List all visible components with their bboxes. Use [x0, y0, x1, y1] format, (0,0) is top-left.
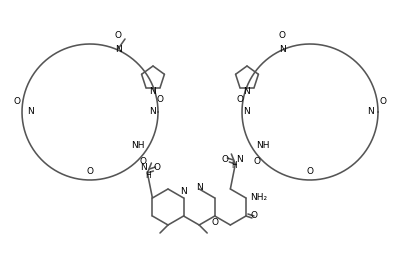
- Text: H: H: [232, 161, 237, 171]
- Text: O: O: [278, 30, 286, 40]
- Text: O: O: [250, 212, 257, 220]
- Text: N: N: [367, 107, 373, 117]
- Text: H: H: [146, 171, 151, 179]
- Text: N: N: [236, 155, 243, 163]
- Text: NH: NH: [131, 142, 144, 150]
- Text: N: N: [150, 88, 156, 96]
- Text: N: N: [27, 107, 33, 117]
- Text: N: N: [140, 163, 147, 173]
- Text: N: N: [244, 107, 250, 117]
- Text: NH₂: NH₂: [250, 194, 268, 202]
- Text: NH: NH: [256, 142, 269, 150]
- Text: O: O: [114, 30, 122, 40]
- Text: O: O: [211, 218, 218, 227]
- Text: O: O: [14, 98, 20, 106]
- Text: N: N: [150, 107, 156, 117]
- Text: O: O: [236, 96, 244, 104]
- Text: O: O: [254, 157, 261, 165]
- Text: N: N: [115, 45, 121, 53]
- Text: O: O: [139, 157, 146, 165]
- Text: O: O: [222, 155, 229, 163]
- Text: N: N: [279, 45, 285, 53]
- Text: N: N: [180, 187, 187, 196]
- Text: O: O: [306, 168, 314, 176]
- Text: O: O: [86, 168, 94, 176]
- Text: O: O: [154, 163, 161, 173]
- Text: O: O: [380, 98, 386, 106]
- Text: N: N: [196, 183, 202, 193]
- Text: O: O: [156, 96, 164, 104]
- Text: N: N: [244, 88, 250, 96]
